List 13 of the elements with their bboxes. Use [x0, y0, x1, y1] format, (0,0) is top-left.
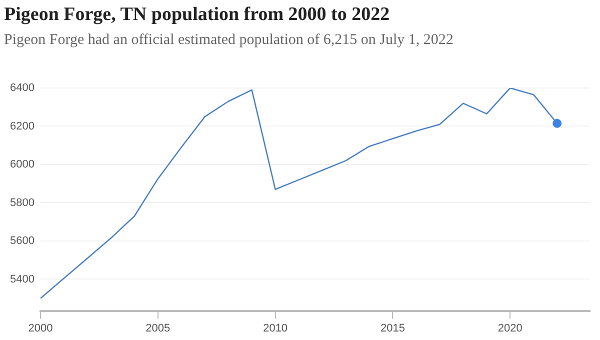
- chart-title: Pigeon Forge, TN population from 2000 to 2022: [4, 4, 390, 26]
- y-tick-label: 6000: [10, 158, 34, 171]
- x-tick-label: 2015: [380, 322, 405, 334]
- x-tick-label: 2005: [146, 322, 170, 334]
- x-tick-label: 2000: [28, 322, 53, 334]
- x-tick-label: 2020: [498, 322, 522, 334]
- chart-subtitle: Pigeon Forge had an official estimated population of 6,215 on July 1, 2022: [4, 32, 454, 49]
- y-tick-label: 6200: [10, 120, 34, 132]
- y-tick-label: 5600: [10, 235, 34, 248]
- y-tick-label: 5800: [10, 196, 34, 209]
- x-tick-label: 2010: [263, 322, 288, 334]
- y-tick-label: 5400: [10, 273, 34, 286]
- y-tick-label: 6400: [10, 82, 34, 94]
